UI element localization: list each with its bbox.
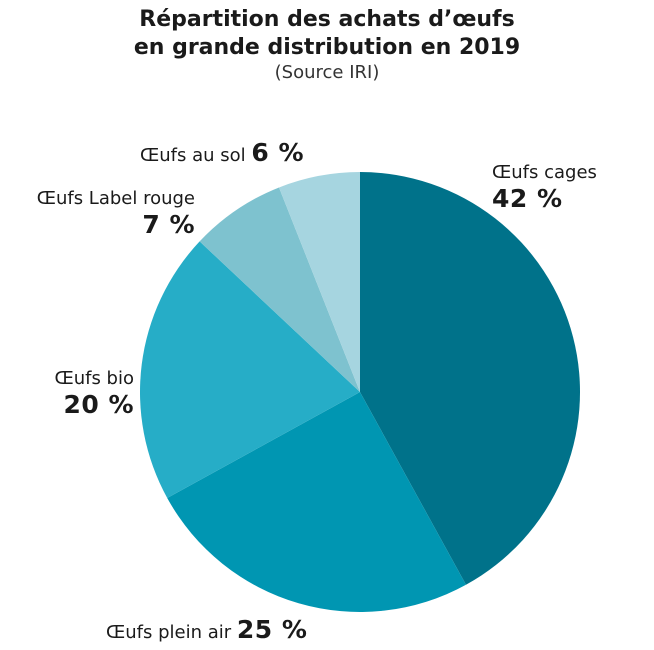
- label-cages: Œufs cages 42 %: [492, 160, 597, 212]
- pie-slice-bio: [139, 241, 360, 498]
- label-plein-air: Œufs plein air 25 %: [106, 617, 307, 646]
- label-bio: Œufs bio 20 %: [54, 366, 134, 418]
- label-bio-name: Œufs bio: [54, 368, 134, 389]
- label-label-rouge-name: Œufs Label rouge: [36, 188, 195, 209]
- label-label-rouge: Œufs Label rouge 7 %: [37, 186, 195, 238]
- chart-subtitle: (Source IRI): [274, 62, 380, 83]
- label-bio-value: 20 %: [63, 390, 134, 419]
- chart-title: Répartition des achats d’œufs en grande …: [0, 6, 654, 62]
- label-label-rouge-value: 7 %: [142, 210, 195, 239]
- pie-slice-label-rouge: [199, 187, 360, 392]
- chart-title-line-1: Répartition des achats d’œufs: [139, 7, 515, 32]
- label-cages-name: Œufs cages: [492, 162, 597, 183]
- label-sol: Œufs au sol 6 %: [140, 140, 304, 169]
- label-plein-air-name: Œufs plein air: [106, 622, 232, 643]
- label-plein-air-value: 25 %: [236, 615, 308, 644]
- label-cages-value: 42 %: [492, 184, 563, 213]
- pie-slice-cages: [360, 172, 581, 585]
- pie-slice-sol: [279, 172, 360, 392]
- chart-title-line-2: en grande distribution en 2019: [133, 35, 521, 60]
- label-sol-value: 6 %: [251, 138, 305, 167]
- label-sol-name: Œufs au sol: [140, 145, 246, 166]
- pie-slice-plein-air: [167, 392, 466, 613]
